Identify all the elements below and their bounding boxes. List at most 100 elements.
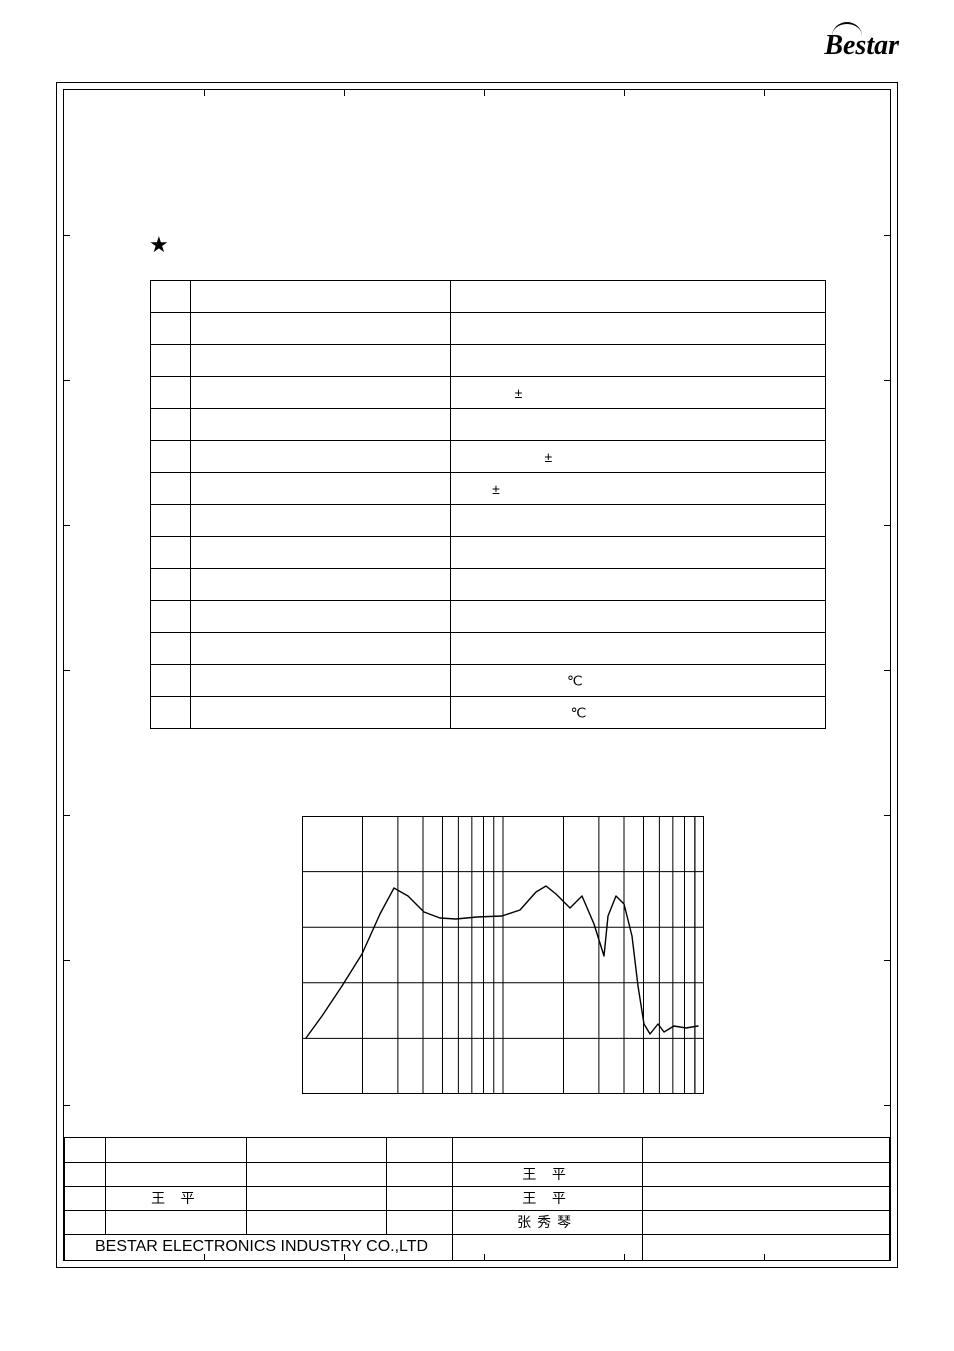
spec-row	[151, 313, 826, 345]
spec-value: ±	[451, 441, 826, 473]
title-block-table: 王 平王 平王 平张秀琴BESTAR ELECTRONICS INDUSTRY …	[64, 1138, 890, 1260]
spec-value	[451, 313, 826, 345]
spec-no	[151, 537, 191, 569]
company-name: BESTAR ELECTRONICS INDUSTRY CO.,LTD	[65, 1234, 453, 1260]
titleblock-cell	[246, 1186, 386, 1210]
spec-item	[191, 409, 451, 441]
spec-no	[151, 473, 191, 505]
specification-table: ± ± ± ℃ ℃	[150, 280, 826, 729]
spec-item	[191, 601, 451, 633]
spec-row: ℃	[151, 697, 826, 729]
titleblock-cell	[386, 1210, 452, 1234]
spec-item	[191, 377, 451, 409]
spec-value: ±	[451, 377, 826, 409]
spec-row: ±	[151, 441, 826, 473]
spec-no	[151, 313, 191, 345]
spec-item	[191, 665, 451, 697]
spec-item	[191, 313, 451, 345]
titleblock-cell: 张秀琴	[452, 1210, 642, 1234]
spec-no	[151, 377, 191, 409]
spec-row	[151, 281, 826, 313]
spec-item	[191, 281, 451, 313]
spec-value	[451, 281, 826, 313]
spec-value	[451, 409, 826, 441]
spec-row: ±	[151, 473, 826, 505]
spec-row	[151, 633, 826, 665]
titleblock-cell	[642, 1186, 890, 1210]
spec-no	[151, 601, 191, 633]
titleblock-cell	[106, 1138, 246, 1162]
titleblock-company-row: BESTAR ELECTRONICS INDUSTRY CO.,LTD	[65, 1234, 890, 1260]
title-block: 王 平王 平王 平张秀琴BESTAR ELECTRONICS INDUSTRY …	[64, 1137, 890, 1260]
titleblock-cell	[642, 1162, 890, 1186]
spec-item	[191, 473, 451, 505]
titleblock-cell	[246, 1138, 386, 1162]
spec-value: ℃	[451, 697, 826, 729]
titleblock-cell	[65, 1138, 106, 1162]
spec-no	[151, 633, 191, 665]
titleblock-cell: 王 平	[452, 1162, 642, 1186]
titleblock-cell	[65, 1210, 106, 1234]
titleblock-cell	[386, 1138, 452, 1162]
spec-row: ℃	[151, 665, 826, 697]
spec-value	[451, 505, 826, 537]
titleblock-cell	[642, 1210, 890, 1234]
spec-item	[191, 537, 451, 569]
bestar-logo: Bestar	[824, 30, 899, 62]
titleblock-cell	[642, 1234, 890, 1260]
spec-item	[191, 505, 451, 537]
titleblock-cell	[246, 1162, 386, 1186]
titleblock-cell	[65, 1186, 106, 1210]
spec-no	[151, 281, 191, 313]
spec-item	[191, 569, 451, 601]
chart-svg	[302, 816, 704, 1094]
star-marker: ★	[149, 232, 169, 258]
plus-minus-symbol: ±	[515, 385, 523, 401]
titleblock-cell	[642, 1138, 890, 1162]
titleblock-row: 张秀琴	[65, 1210, 890, 1234]
spec-item	[191, 633, 451, 665]
titleblock-cell: 王 平	[106, 1186, 246, 1210]
spec-no	[151, 409, 191, 441]
spec-row: ±	[151, 377, 826, 409]
titleblock-row	[65, 1138, 890, 1162]
spec-row	[151, 601, 826, 633]
spec-no	[151, 505, 191, 537]
plus-minus-symbol: ±	[492, 481, 500, 497]
spec-no	[151, 441, 191, 473]
drawing-frame-inner: ★ ±±±℃℃ 王 平王 平王 平张秀琴BESTAR ELECTRONICS I…	[63, 89, 891, 1261]
titleblock-row: 王 平王 平	[65, 1186, 890, 1210]
titleblock-cell	[246, 1210, 386, 1234]
titleblock-row: 王 平	[65, 1162, 890, 1186]
titleblock-cell	[106, 1162, 246, 1186]
titleblock-cell	[386, 1186, 452, 1210]
spec-item	[191, 441, 451, 473]
spec-value	[451, 569, 826, 601]
titleblock-cell	[452, 1234, 642, 1260]
titleblock-cell	[106, 1210, 246, 1234]
titleblock-cell	[386, 1162, 452, 1186]
spec-value: ℃	[451, 665, 826, 697]
spec-value	[451, 537, 826, 569]
spec-row	[151, 409, 826, 441]
spec-no	[151, 665, 191, 697]
deg-c-symbol: ℃	[567, 672, 583, 689]
spec-value	[451, 601, 826, 633]
spec-no	[151, 569, 191, 601]
titleblock-cell	[65, 1162, 106, 1186]
spec-row	[151, 537, 826, 569]
spec-no	[151, 345, 191, 377]
spec-row	[151, 505, 826, 537]
plus-minus-symbol: ±	[545, 449, 553, 465]
spec-value	[451, 345, 826, 377]
deg-c-symbol: ℃	[571, 704, 587, 721]
spec-no	[151, 697, 191, 729]
spec-value	[451, 633, 826, 665]
spec-item	[191, 697, 451, 729]
spec-item	[191, 345, 451, 377]
titleblock-cell	[452, 1138, 642, 1162]
drawing-frame-outer: ★ ±±±℃℃ 王 平王 平王 平张秀琴BESTAR ELECTRONICS I…	[56, 82, 898, 1268]
titleblock-cell: 王 平	[452, 1186, 642, 1210]
frequency-response-chart	[302, 816, 704, 1094]
spec-row	[151, 569, 826, 601]
